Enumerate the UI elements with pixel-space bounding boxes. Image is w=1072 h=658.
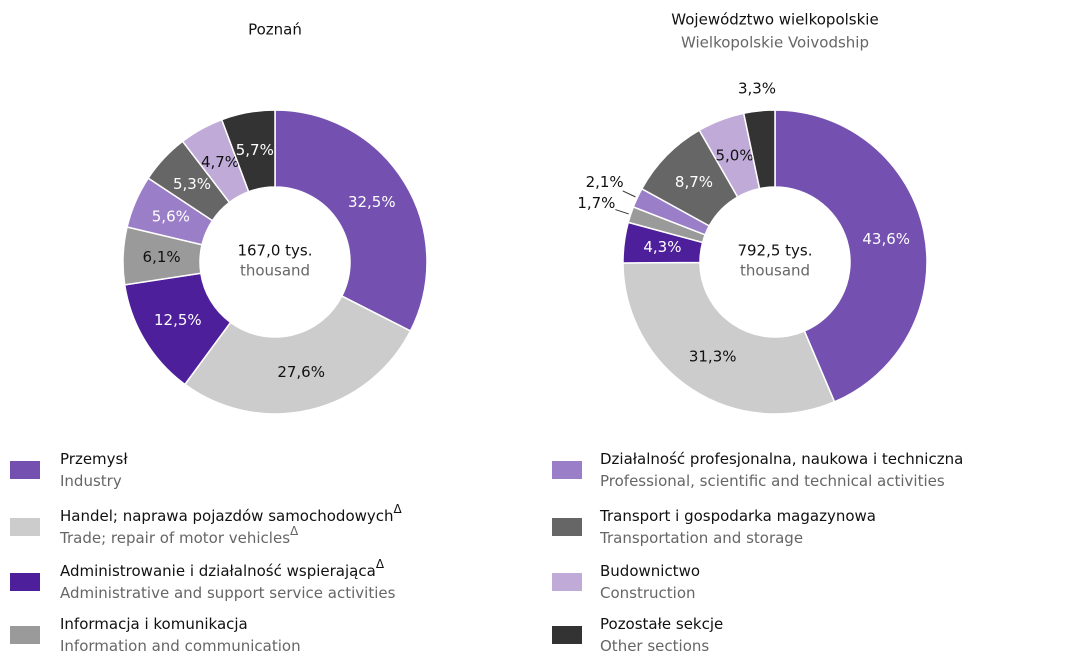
legend-label: Budownictwo: [600, 562, 700, 580]
legend-label-en: Trade; repair of motor vehiclesΔ: [59, 524, 299, 547]
data-label: 12,5%: [154, 311, 202, 329]
slice: [183, 295, 412, 415]
center-label: 167,0 tys.: [237, 242, 312, 260]
slice: [622, 261, 836, 415]
data-label: 27,6%: [277, 363, 325, 381]
legend-label: Przemysł: [60, 450, 128, 468]
data-label: 4,3%: [643, 238, 681, 256]
data-label: 43,6%: [862, 230, 910, 248]
data-label: 1,7%: [577, 194, 615, 212]
legend-label-en: Industry: [60, 472, 122, 490]
legend-label-text: Handel; naprawa pojazdów samochodowych: [60, 507, 394, 525]
legend-label: Informacja i komunikacja: [60, 615, 248, 633]
data-label: 3,3%: [738, 79, 776, 97]
legend-label-en-text: Industry: [60, 472, 122, 490]
data-label: 4,7%: [201, 153, 239, 171]
legend-label: Pozostałe sekcje: [600, 615, 723, 633]
legend-swatch: [10, 573, 40, 591]
legend-note: Δ: [394, 502, 403, 516]
legend-swatch: [10, 518, 40, 536]
legend-label-en-text: Administrative and support service activ…: [60, 584, 396, 602]
center-label: 792,5 tys.: [737, 242, 812, 260]
data-label: 31,3%: [689, 347, 737, 365]
legend-label-en: Transportation and storage: [599, 529, 803, 547]
center-label-en: thousand: [740, 262, 810, 280]
legend-label-text: Działalność profesjonalna, naukowa i tec…: [600, 450, 963, 468]
legend-label-en: Professional, scientific and technical a…: [600, 472, 945, 490]
slice: [742, 109, 776, 190]
legend-label-en-text: Construction: [600, 584, 696, 602]
data-label: 5,3%: [173, 175, 211, 193]
legend-label-text: Administrowanie i działalność wspierając…: [60, 562, 376, 580]
slice: [774, 109, 928, 403]
chart-subtitle: Wielkopolskie Voivodship: [681, 34, 869, 52]
leader-line: [615, 209, 629, 215]
data-label: 5,7%: [236, 141, 274, 159]
legend-swatch: [552, 461, 582, 479]
legend-label-en: Information and communication: [60, 637, 301, 655]
data-label: 2,1%: [586, 173, 624, 191]
data-label: 32,5%: [348, 193, 396, 211]
legend-label-text: Transport i gospodarka magazynowa: [599, 507, 876, 525]
chart-title: Województwo wielkopolskie: [671, 11, 878, 29]
legend-label-text: Przemysł: [60, 450, 128, 468]
slice: [220, 109, 276, 193]
legend-note: Δ: [376, 557, 385, 571]
legend-note-en: Δ: [290, 524, 299, 538]
legend-swatch: [10, 461, 40, 479]
data-label: 5,0%: [715, 146, 753, 164]
legend-swatch: [552, 518, 582, 536]
legend-label-en-text: Information and communication: [60, 637, 301, 655]
legend-label: Administrowanie i działalność wspierając…: [60, 557, 385, 580]
slice: [274, 109, 428, 333]
chart-title: Poznań: [248, 21, 302, 39]
legend-label-en: Construction: [600, 584, 696, 602]
data-label: 5,6%: [152, 207, 190, 225]
data-label: 6,1%: [143, 248, 181, 266]
data-label: 8,7%: [675, 173, 713, 191]
legend-label-text: Pozostałe sekcje: [600, 615, 723, 633]
legend-swatch: [10, 626, 40, 644]
legend-label-en-text: Transportation and storage: [599, 529, 803, 547]
legend-swatch: [552, 573, 582, 591]
legend-label: Transport i gospodarka magazynowa: [599, 507, 876, 525]
leader-line: [622, 190, 636, 198]
legend-label: Handel; naprawa pojazdów samochodowychΔ: [60, 502, 403, 525]
legend-label-text: Informacja i komunikacja: [60, 615, 248, 633]
legend-label: Działalność profesjonalna, naukowa i tec…: [600, 450, 963, 468]
center-label-en: thousand: [240, 262, 310, 280]
legend-label-en-text: Trade; repair of motor vehicles: [59, 529, 290, 547]
legend-label-text: Budownictwo: [600, 562, 700, 580]
legend-swatch: [552, 626, 582, 644]
legend-label-en-text: Other sections: [600, 637, 709, 655]
legend-label-en-text: Professional, scientific and technical a…: [600, 472, 945, 490]
legend-label-en: Administrative and support service activ…: [60, 584, 396, 602]
legend-label-en: Other sections: [600, 637, 709, 655]
